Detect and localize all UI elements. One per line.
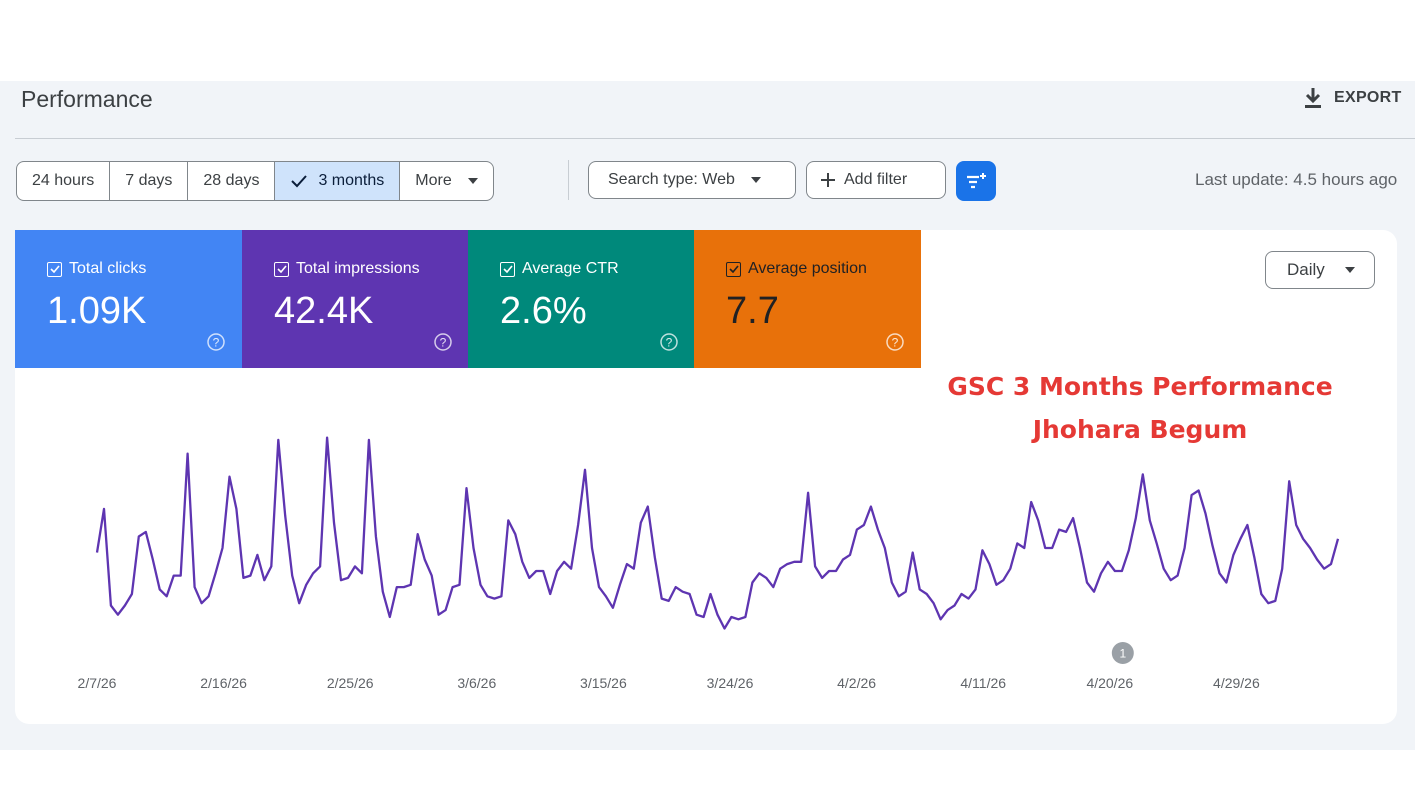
x-tick-label: 3/15/26: [580, 675, 627, 691]
caret-down-icon: [750, 177, 761, 183]
x-tick-label: 2/25/26: [327, 675, 374, 691]
check-icon: [291, 175, 308, 188]
x-tick-label: 4/29/26: [1213, 675, 1260, 691]
add-filter-button[interactable]: Add filter: [806, 161, 946, 199]
svg-text:?: ?: [666, 336, 673, 350]
svg-text:?: ?: [440, 336, 447, 350]
compare-filter-button[interactable]: [956, 161, 996, 201]
page-title: Performance: [21, 86, 153, 112]
metric-value: 1.09K: [47, 290, 147, 332]
caret-down-icon: [1344, 267, 1355, 273]
checkbox-icon[interactable]: [274, 261, 289, 277]
help-icon[interactable]: ?: [206, 332, 226, 352]
granularity-label: Daily: [1287, 260, 1325, 279]
x-tick-label: 4/11/26: [960, 675, 1006, 691]
search-type-dropdown[interactable]: Search type: Web: [588, 161, 796, 199]
svg-text:?: ?: [892, 336, 899, 350]
metric-total-impressions[interactable]: Total impressions 42.4K ?: [242, 230, 469, 368]
annotation-marker[interactable]: [1111, 642, 1134, 664]
range-24-hours[interactable]: 24 hours: [17, 162, 111, 200]
annotation-line-2: Jhohara Begum: [1032, 415, 1248, 444]
x-tick-label: 2/7/26: [78, 675, 117, 691]
help-icon[interactable]: ?: [659, 332, 679, 352]
range-3-months[interactable]: 3 months: [275, 162, 401, 200]
caret-down-icon: [467, 178, 478, 184]
search-type-label: Search type: Web: [608, 171, 735, 188]
metric-value: 2.6%: [500, 290, 587, 332]
metric-label: Average position: [748, 260, 867, 277]
metric-label: Average CTR: [522, 260, 619, 277]
header-divider: [15, 138, 1415, 139]
annotation-line-1: GSC 3 Months Performance: [947, 372, 1333, 401]
download-icon: [1305, 88, 1321, 108]
metric-total-clicks[interactable]: Total clicks 1.09K ?: [15, 230, 242, 368]
checkbox-icon[interactable]: [500, 261, 515, 277]
annotation-marker-label: 1: [1119, 647, 1126, 661]
metric-value: 42.4K: [274, 290, 374, 332]
range-7-days[interactable]: 7 days: [110, 162, 189, 200]
plus-icon: [821, 173, 835, 187]
filter-sparkle-icon: [967, 173, 986, 189]
checkbox-icon[interactable]: [47, 261, 62, 277]
date-range-selector: 24 hours 7 days 28 days 3 months More: [16, 161, 494, 201]
metric-label: Total impressions: [296, 260, 420, 277]
export-label: EXPORT: [1334, 89, 1402, 106]
x-tick-label: 4/20/26: [1086, 675, 1133, 691]
metric-label: Total clicks: [69, 260, 147, 277]
granularity-dropdown[interactable]: Daily: [1265, 251, 1375, 289]
metric-average-ctr[interactable]: Average CTR 2.6% ?: [468, 230, 695, 368]
metric-average-position[interactable]: Average position 7.7 ?: [694, 230, 921, 368]
x-tick-label: 2/16/26: [200, 675, 247, 691]
series-line-total-impressions: [95, 436, 1340, 630]
range-more-dropdown[interactable]: More: [400, 162, 492, 200]
metric-value: 7.7: [726, 290, 779, 332]
range-28-days[interactable]: 28 days: [188, 162, 276, 200]
x-tick-label: 3/6/26: [457, 675, 496, 691]
help-icon[interactable]: ?: [433, 332, 453, 352]
last-update-text: Last update: 4.5 hours ago: [1195, 170, 1398, 189]
export-button[interactable]: EXPORT: [1302, 86, 1402, 110]
add-filter-label: Add filter: [844, 171, 908, 188]
checkbox-icon[interactable]: [726, 261, 741, 277]
x-tick-label: 3/24/26: [707, 675, 754, 691]
toolbar-divider: [568, 160, 569, 200]
x-tick-label: 4/2/26: [837, 675, 876, 691]
svg-text:?: ?: [213, 336, 220, 350]
help-icon[interactable]: ?: [885, 332, 905, 352]
